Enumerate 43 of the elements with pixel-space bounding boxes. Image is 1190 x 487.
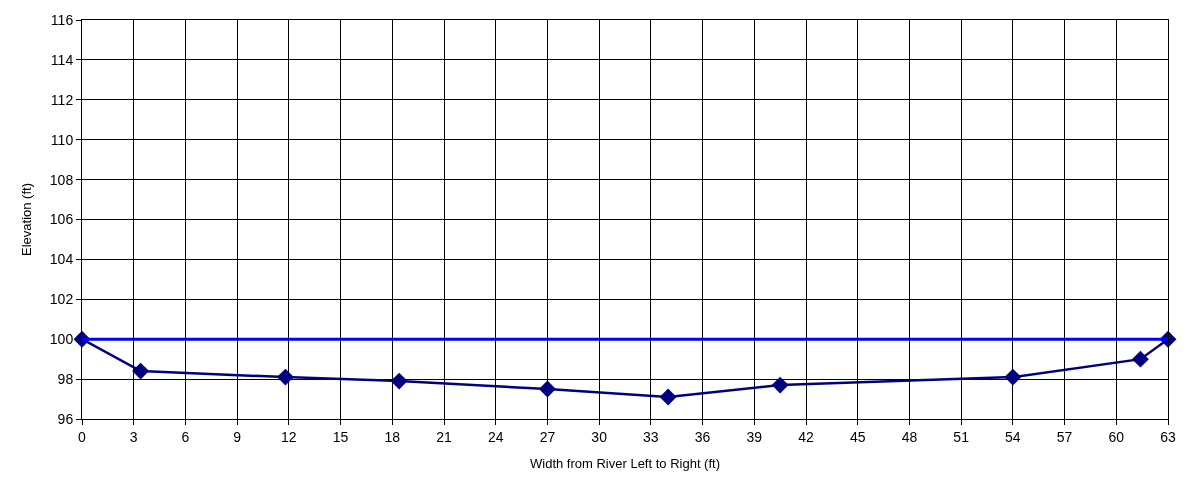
x-tick-label: 12	[281, 428, 297, 445]
y-tick-label: 102	[49, 291, 74, 308]
x-tick-label: 51	[953, 428, 970, 445]
y-axis-title: Elevation (ft)	[18, 183, 34, 256]
x-tick-label: 42	[798, 428, 814, 445]
point	[132, 362, 150, 380]
x-tick-label: 63	[1160, 428, 1176, 445]
point	[276, 368, 294, 386]
x-tick-label: 54	[1005, 428, 1021, 445]
point	[538, 380, 556, 398]
x-tick-label: 18	[384, 428, 401, 445]
x-tick-label: 39	[746, 428, 763, 445]
y-tick-label: 114	[50, 51, 74, 68]
x-tick-label: 45	[849, 428, 866, 445]
x-tick-label: 15	[332, 428, 349, 445]
x-tick-label: 36	[694, 428, 711, 445]
x-tick-label: 33	[643, 428, 659, 445]
point	[1131, 350, 1149, 368]
x-tick-label: 9	[233, 428, 242, 445]
point	[771, 376, 789, 394]
y-tick-label: 98	[57, 371, 74, 387]
x-tick-label: 24	[487, 428, 504, 445]
y-tick-label: 110	[50, 131, 74, 148]
point	[1004, 368, 1022, 386]
x-axis-title: Width from River Left to Right (ft)	[530, 456, 720, 472]
x-tick-label: 3	[129, 428, 138, 445]
x-tick-label: 30	[591, 428, 608, 445]
y-tick-label: 96	[57, 410, 74, 427]
x-tick-label: 21	[436, 428, 452, 445]
y-tick-label: 100	[49, 331, 74, 348]
y-tick-label: 104	[49, 251, 74, 268]
y-tick-label: 112	[50, 91, 74, 108]
x-tick-label: 6	[181, 428, 190, 445]
point	[659, 388, 677, 406]
x-tick-label: 57	[1056, 428, 1073, 445]
x-tick-label: 60	[1108, 428, 1125, 445]
y-tick-label: 116	[50, 11, 74, 28]
x-tick-label: 0	[78, 428, 87, 445]
x-tick-label: 48	[901, 428, 918, 445]
x-tick-label: 27	[539, 428, 556, 445]
y-tick-label: 106	[49, 211, 74, 228]
point	[390, 372, 408, 390]
y-tick-label: 108	[49, 171, 74, 188]
